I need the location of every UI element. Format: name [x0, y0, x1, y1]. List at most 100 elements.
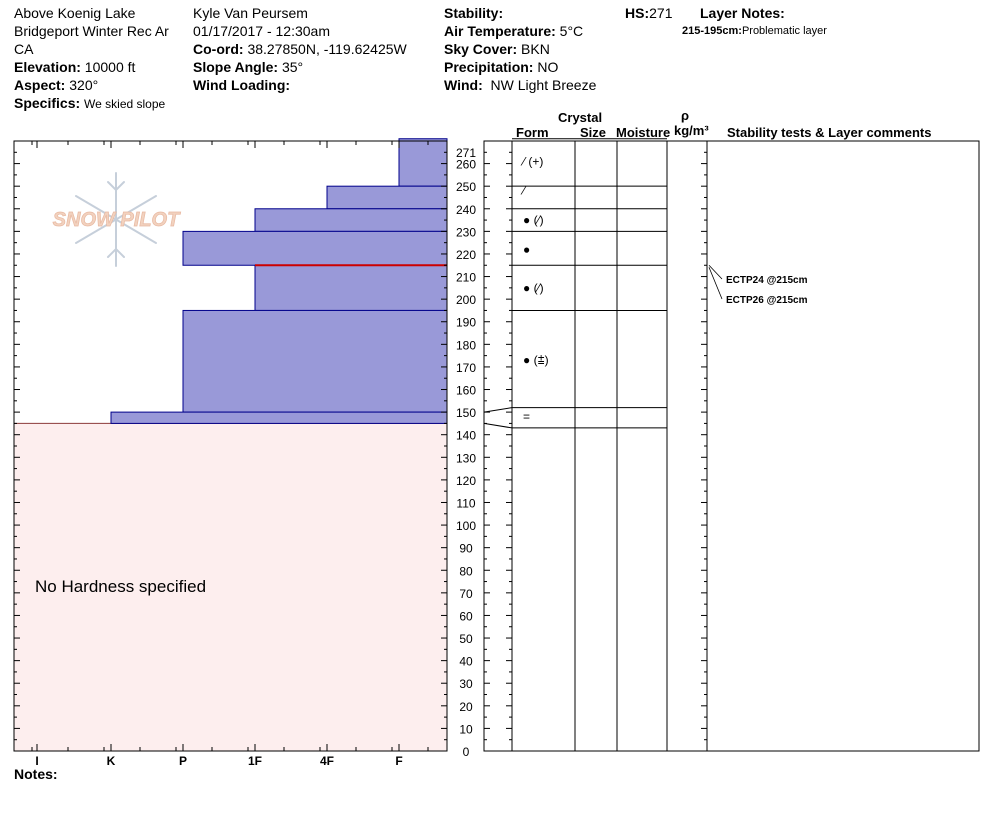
crystal-form-symbol: ⁄ (+)	[520, 154, 543, 168]
notes-label: Notes:	[14, 766, 58, 782]
hs-row: HS:271	[625, 4, 672, 22]
coord-value: 38.27850N, -119.62425W	[247, 41, 407, 57]
depth-tick-label: 160	[456, 384, 476, 398]
col-stability-header: Stability tests & Layer comments	[727, 125, 932, 140]
crystal-form-symbol: ● (⩲)	[523, 353, 549, 367]
air-temp-row: Air Temperature: 5°C	[444, 22, 583, 40]
layer-note-text: Problematic layer	[741, 25, 827, 37]
depth-tick-label: 130	[456, 451, 476, 465]
hardness-tick-label: 1F	[248, 754, 262, 768]
boundary-connector	[483, 407, 513, 413]
hardness-tick-label: P	[179, 754, 187, 768]
specifics-value: We skied slope	[84, 97, 166, 111]
col-rho-header: ρ	[681, 108, 690, 123]
hardness-tick-label: 4F	[320, 754, 334, 768]
depth-tick-label: 250	[456, 180, 476, 194]
crystal-form-symbol: ●	[523, 242, 530, 256]
col-moisture-header: Moisture	[616, 125, 671, 140]
observation-datetime: 01/17/2017 - 12:30am	[193, 23, 330, 39]
stability-test-leader	[708, 264, 723, 280]
observer-name: Kyle Van Peursem	[193, 5, 308, 21]
hardness-layer-bar	[254, 264, 448, 311]
depth-tick-label: 20	[459, 700, 473, 714]
location-state: CA	[14, 41, 34, 57]
depth-tick-label: 0	[463, 745, 470, 759]
col-density-unit: kg/m³	[674, 123, 709, 138]
slope-label: Slope Angle:	[193, 59, 279, 75]
col-form-header: Form	[516, 125, 549, 140]
wind-row: Wind: NW Light Breeze	[444, 76, 596, 94]
depth-tick-label: 240	[456, 203, 476, 217]
depth-tick-label: 80	[459, 564, 473, 578]
sky-label: Sky Cover:	[444, 41, 518, 57]
coord-row: Co-ord: 38.27850N, -119.62425W	[193, 40, 407, 58]
col-size-header: Size	[580, 125, 607, 140]
stability-tests: ECTP24 @215cm ECTP26 @215cm	[708, 264, 808, 306]
depth-tick-label: 30	[459, 677, 473, 691]
slope-row: Slope Angle: 35°	[193, 58, 303, 76]
depth-tick-label: 180	[456, 338, 476, 352]
aspect-value: 320°	[69, 77, 99, 93]
wind-label: Wind:	[444, 77, 483, 93]
depth-tick-label: 220	[456, 248, 476, 262]
hs-value: 271	[649, 5, 673, 21]
precip-label: Precipitation:	[444, 59, 534, 75]
slope-value: 35°	[281, 59, 304, 75]
crystal-form-column: ⁄ (+) ⁄ ● (⁄) ● ● (⁄) ● (⩲) =	[483, 138, 667, 429]
sky-value: BKN	[521, 41, 550, 57]
stability-test-leader	[708, 267, 723, 300]
elevation-value: 10000 ft	[84, 59, 136, 75]
crystal-form-symbol: ● (⁄)	[523, 281, 544, 295]
elevation-label: Elevation:	[14, 59, 81, 75]
hardness-layer-bar	[254, 208, 448, 232]
depth-tick-label: 150	[456, 406, 476, 420]
depth-tick-label: 230	[456, 225, 476, 239]
crystal-form-symbol: =	[523, 410, 530, 424]
hardness-axis: I K P 1F 4F F	[31, 141, 429, 768]
profile-table-frame	[483, 140, 980, 752]
hs-label: HS:	[625, 5, 650, 21]
specifics-label: Specifics:	[14, 95, 81, 111]
hardness-layers	[14, 138, 448, 751]
hardness-tick-label: K	[107, 754, 116, 768]
aspect-row: Aspect: 320°	[14, 76, 98, 94]
depth-tick-label: 190	[456, 316, 476, 330]
crystal-form-symbol: ● (⁄)	[523, 213, 544, 227]
depth-tick-label: 90	[459, 542, 473, 556]
stability-test-label: ECTP26 @215cm	[726, 295, 808, 306]
wind-loading-label: Wind Loading:	[193, 77, 291, 93]
hardness-layer-bar	[182, 230, 448, 266]
hardness-layer-bar	[182, 309, 448, 413]
location-area: Bridgeport Winter Rec Ar	[14, 23, 169, 39]
col-crystal-header: Crystal	[558, 110, 603, 125]
wind-value: NW Light Breeze	[490, 77, 597, 93]
depth-tick-label: 200	[456, 293, 476, 307]
precip-row: Precipitation: NO	[444, 58, 558, 76]
air-temp-label: Air Temperature:	[444, 23, 556, 39]
depth-tick-label: 170	[456, 361, 476, 375]
hardness-layer-bar	[326, 185, 448, 210]
coord-label: Co-ord:	[193, 41, 244, 57]
sky-row: Sky Cover: BKN	[444, 40, 550, 58]
depth-tick-label: 60	[459, 609, 473, 623]
depth-tick-label: 271	[456, 146, 476, 160]
crystal-form-symbol: ⁄	[520, 184, 527, 198]
depth-tick-label: 50	[459, 632, 473, 646]
hardness-layer-bar	[110, 411, 448, 424]
specifics-row: Specifics: We skied slope	[14, 94, 165, 113]
logo-text: SNOW PILOT	[53, 209, 181, 231]
air-temp-value: 5°C	[559, 23, 584, 39]
layer-note-range: 215-195cm:	[682, 25, 742, 37]
elevation-row: Elevation: 10000 ft	[14, 58, 135, 76]
hardness-tick-label: F	[395, 754, 402, 768]
depth-tick-label: 40	[459, 655, 473, 669]
boundary-connector	[483, 422, 513, 429]
no-hardness-region	[14, 423, 447, 751]
depth-tick-label: 100	[456, 519, 476, 533]
stability-test-label: ECTP24 @215cm	[726, 275, 808, 286]
depth-tick-label: 10	[459, 722, 473, 736]
depth-tick-label: 140	[456, 429, 476, 443]
depth-tick-label: 110	[456, 496, 475, 510]
aspect-label: Aspect:	[14, 77, 66, 93]
